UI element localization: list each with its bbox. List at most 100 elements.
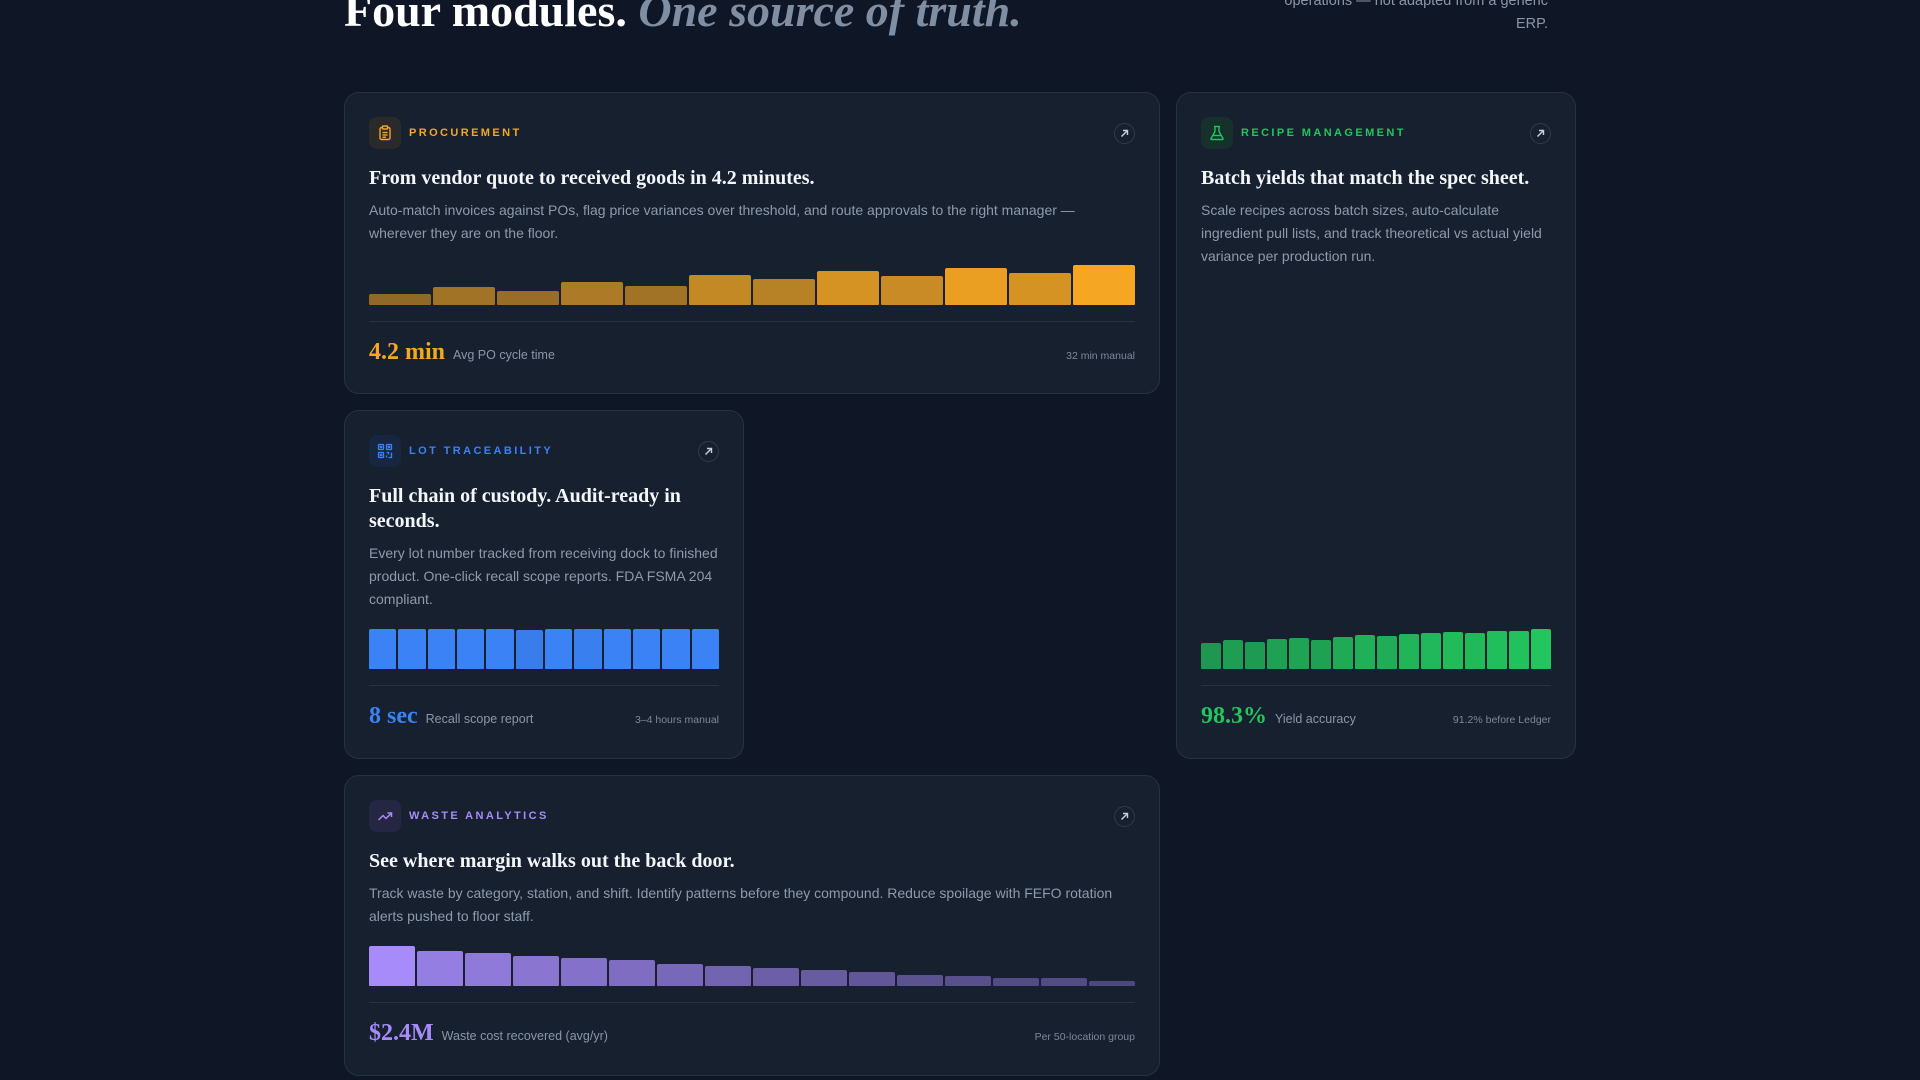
chart-bar bbox=[1073, 265, 1135, 305]
chart-bar bbox=[1421, 633, 1441, 669]
procurement-card[interactable]: PROCUREMENT From vendor quote to receive… bbox=[344, 92, 1160, 394]
chart-bar bbox=[945, 976, 991, 986]
card-title: See where margin walks out the back door… bbox=[369, 850, 735, 872]
divider bbox=[369, 321, 1135, 322]
chart-bar bbox=[1399, 634, 1419, 669]
chart-bar bbox=[1531, 629, 1551, 669]
arrow-up-right-icon bbox=[1121, 129, 1129, 137]
card-description: Scale recipes across batch sizes, auto-c… bbox=[1201, 202, 1542, 264]
bar-chart bbox=[1201, 629, 1551, 669]
chart-bar bbox=[574, 629, 602, 669]
chart-bar bbox=[1267, 639, 1287, 669]
section-title: Four modules. One source of truth. bbox=[344, 0, 1022, 36]
module-label: LOT TRACEABILITY bbox=[409, 445, 554, 457]
metric-label: Yield accuracy bbox=[1275, 712, 1356, 726]
metric-label: Avg PO cycle time bbox=[453, 348, 555, 362]
chart-bar bbox=[849, 972, 895, 986]
lot-traceability-card[interactable]: LOT TRACEABILITY Full chain of custody. … bbox=[344, 410, 744, 759]
section-title-bold: Four modules. bbox=[344, 0, 627, 36]
bar-chart bbox=[369, 946, 1135, 986]
metric-note: 3–4 hours manual bbox=[634, 714, 719, 726]
open-module-button[interactable] bbox=[1114, 122, 1135, 144]
arrow-up-right-icon bbox=[1121, 812, 1129, 820]
metric-row: 8 sec Recall scope report 3–4 hours manu… bbox=[369, 703, 719, 730]
chart-bar bbox=[1487, 631, 1507, 669]
divider bbox=[369, 1002, 1135, 1003]
metric-label: Recall scope report bbox=[425, 712, 534, 726]
chart-bar bbox=[1311, 640, 1331, 669]
clipboard-icon bbox=[369, 117, 401, 149]
trend-up-icon bbox=[369, 800, 401, 832]
chart-bar bbox=[753, 279, 815, 305]
waste-analytics-card[interactable]: WASTE ANALYTICS See where margin walks o… bbox=[344, 775, 1160, 1076]
chart-bar bbox=[657, 964, 703, 986]
divider bbox=[369, 685, 719, 686]
metric-value: $2.4M bbox=[369, 1020, 434, 1046]
card-title: Batch yields that match the spec sheet. bbox=[1201, 167, 1530, 189]
chart-bar bbox=[801, 970, 847, 986]
metric-value: 4.2 min bbox=[369, 339, 446, 365]
divider bbox=[1201, 685, 1551, 686]
chart-bar bbox=[561, 958, 607, 986]
card-header: WASTE ANALYTICS bbox=[369, 800, 1135, 832]
chart-bar bbox=[993, 978, 1039, 986]
chart-bar bbox=[881, 276, 943, 305]
bar-chart bbox=[369, 265, 1135, 305]
chart-bar bbox=[1201, 643, 1221, 669]
chart-bar bbox=[427, 629, 455, 669]
chart-bar bbox=[369, 294, 431, 305]
chart-bar bbox=[515, 630, 543, 669]
chart-bar bbox=[369, 946, 415, 986]
chart-bar bbox=[705, 966, 751, 986]
card-description: Auto-match invoices against POs, flag pr… bbox=[369, 202, 1075, 241]
chart-bar bbox=[625, 286, 687, 305]
metric-label: Waste cost recovered (avg/yr) bbox=[441, 1029, 608, 1043]
metric-note: 32 min manual bbox=[1066, 350, 1135, 362]
chart-bar bbox=[1465, 633, 1485, 669]
metric-note: 91.2% before Ledger bbox=[1452, 714, 1551, 726]
chart-bar bbox=[369, 629, 397, 669]
metric-note: Per 50-location group bbox=[1034, 1031, 1135, 1043]
module-label: RECIPE MANAGEMENT bbox=[1241, 127, 1406, 139]
chart-bar bbox=[662, 629, 690, 669]
chart-bar bbox=[897, 975, 943, 986]
bar-chart bbox=[369, 629, 719, 669]
open-module-button[interactable] bbox=[1114, 805, 1135, 827]
arrow-up-right-icon bbox=[705, 447, 713, 455]
chart-bar bbox=[561, 282, 623, 305]
chart-bar bbox=[1377, 636, 1397, 669]
arrow-up-right-icon bbox=[1537, 129, 1545, 137]
chart-bar bbox=[1355, 635, 1375, 669]
chart-bar bbox=[1333, 637, 1353, 669]
chart-bar bbox=[689, 275, 751, 305]
chart-bar bbox=[753, 968, 799, 986]
chart-bar bbox=[417, 951, 463, 986]
chart-bar bbox=[1089, 981, 1135, 986]
recipe-management-card[interactable]: RECIPE MANAGEMENT Batch yields that matc… bbox=[1176, 92, 1576, 759]
metric-value: 98.3% bbox=[1201, 703, 1267, 729]
card-title: From vendor quote to received goods in 4… bbox=[369, 167, 815, 189]
chart-bar bbox=[1041, 978, 1087, 986]
card-description: Every lot number tracked from receiving … bbox=[369, 545, 718, 607]
chart-bar bbox=[513, 956, 559, 986]
card-header: PROCUREMENT bbox=[369, 117, 1135, 149]
chart-bar bbox=[691, 629, 719, 669]
chart-bar bbox=[456, 629, 485, 669]
chart-bar bbox=[433, 287, 495, 305]
flask-icon bbox=[1201, 117, 1233, 149]
card-header: LOT TRACEABILITY bbox=[369, 435, 719, 467]
metric-row: 98.3% Yield accuracy 91.2% before Ledger bbox=[1201, 703, 1551, 730]
chart-bar bbox=[609, 960, 655, 986]
metric-value: 8 sec bbox=[369, 703, 418, 729]
card-header: RECIPE MANAGEMENT bbox=[1201, 117, 1551, 149]
chart-bar bbox=[398, 629, 426, 669]
chart-bar bbox=[486, 629, 514, 669]
card-description: Track waste by category, station, and sh… bbox=[369, 885, 1113, 924]
chart-bar bbox=[603, 629, 631, 669]
chart-bar bbox=[1245, 642, 1265, 669]
open-module-button[interactable] bbox=[1530, 122, 1551, 144]
open-module-button[interactable] bbox=[698, 440, 719, 462]
chart-bar bbox=[1509, 631, 1529, 669]
metric-row: $2.4M Waste cost recovered (avg/yr) Per … bbox=[369, 1020, 1135, 1047]
